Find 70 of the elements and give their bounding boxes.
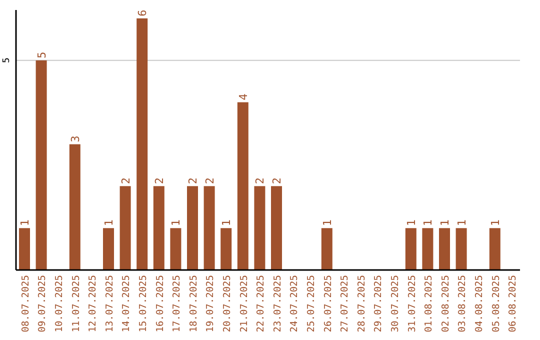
bar <box>456 228 467 270</box>
x-tick-label: 16.07.2025 <box>154 275 166 332</box>
bar <box>439 228 450 270</box>
x-tick-label: 10.07.2025 <box>54 275 65 332</box>
x-tick-label: 20.07.2025 <box>222 275 233 332</box>
x-tick-label: 26.07.2025 <box>322 275 334 332</box>
bar <box>220 228 232 270</box>
bar <box>187 186 198 270</box>
x-tick-label: 17.07.2025 <box>172 275 183 332</box>
data-label: 3 <box>68 136 82 142</box>
x-tick-label: 03.08.2025 <box>457 275 468 332</box>
bar <box>254 186 266 270</box>
data-label: 1 <box>220 219 234 226</box>
data-label: 1 <box>18 219 32 226</box>
data-label: 1 <box>455 219 468 226</box>
x-tick-label: 22.07.2025 <box>256 275 267 332</box>
x-tick-label: 24.07.2025 <box>289 275 300 332</box>
data-label: 2 <box>152 178 166 184</box>
data-label: 5 <box>35 52 48 58</box>
data-label: 2 <box>186 178 200 184</box>
bar <box>237 102 248 270</box>
bar <box>170 228 182 270</box>
x-tick-label: 23.07.2025 <box>272 275 284 332</box>
x-tick-label: 25.07.2025 <box>306 275 317 332</box>
bar <box>136 18 148 270</box>
data-label: 1 <box>320 219 334 226</box>
x-tick-label: 27.07.2025 <box>340 275 351 332</box>
bar <box>489 228 500 270</box>
bar <box>69 144 80 270</box>
x-tick-label: 12.07.2025 <box>88 275 99 332</box>
x-tick-label: 28.07.2025 <box>356 275 368 332</box>
bar <box>271 186 282 270</box>
data-label: 2 <box>119 178 132 184</box>
x-tick-label: 06.08.2025 <box>508 275 519 332</box>
data-label: 1 <box>404 219 418 226</box>
x-tick-label: 15.07.2025 <box>138 275 149 332</box>
x-tick-label: 13.07.2025 <box>104 275 116 332</box>
x-tick-label: 04.08.2025 <box>474 275 485 332</box>
x-tick-label: 14.07.2025 <box>121 275 132 332</box>
x-tick-label: 01.08.2025 <box>424 275 435 332</box>
x-tick-label: 19.07.2025 <box>205 275 216 332</box>
x-tick-label: 05.08.2025 <box>490 275 502 332</box>
x-tick-label: 21.07.2025 <box>238 275 250 332</box>
x-tick-label: 18.07.2025 <box>188 275 200 332</box>
bar <box>103 228 114 270</box>
x-tick-label: 31.07.2025 <box>406 275 418 332</box>
bar <box>422 228 434 270</box>
x-tick-label: 29.07.2025 <box>373 275 384 332</box>
x-tick-label: 08.07.2025 <box>20 275 32 332</box>
data-label: 2 <box>254 178 267 184</box>
x-tick-label: 09.07.2025 <box>37 275 48 332</box>
bar <box>120 186 131 270</box>
data-label: 1 <box>488 219 502 226</box>
data-label: 1 <box>102 219 116 226</box>
bar <box>204 186 215 270</box>
bar <box>321 228 332 270</box>
x-tick-label: 02.08.2025 <box>440 275 452 332</box>
bar <box>19 228 30 270</box>
bar <box>153 186 164 270</box>
data-label: 2 <box>270 178 284 184</box>
data-label: 1 <box>438 219 452 226</box>
bar <box>405 228 416 270</box>
data-label: 2 <box>203 178 216 184</box>
data-label: 6 <box>136 10 150 16</box>
data-label: 4 <box>236 93 250 100</box>
data-label: 1 <box>170 219 183 226</box>
bar <box>36 60 47 270</box>
data-label: 1 <box>422 219 435 226</box>
x-tick-label: 30.07.2025 <box>390 275 401 332</box>
x-tick-label: 11.07.2025 <box>70 275 82 332</box>
